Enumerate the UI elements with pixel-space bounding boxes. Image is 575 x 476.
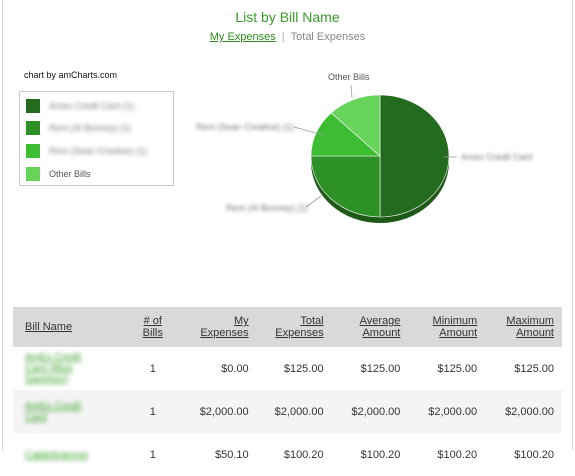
leader-line — [350, 84, 353, 99]
content-frame — [2, 0, 573, 450]
slice-label-other-bills: Other Bills — [328, 72, 370, 82]
tab-my-expenses[interactable]: My Expenses — [209, 31, 276, 43]
slice-label: Rent (Al Bonney) (1) — [226, 203, 308, 213]
view-tabs: My Expenses | Total Expenses — [0, 31, 575, 43]
cell-count: 1 — [125, 390, 180, 433]
cell-maximum: $2,000.00 — [485, 390, 562, 433]
cell-total-expenses: $2,000.00 — [256, 390, 332, 433]
cell-count: 1 — [149, 362, 156, 375]
pie-slice[interactable] — [310, 155, 381, 218]
cell-minimum: $125.00 — [437, 362, 478, 375]
legend-item[interactable]: Rent (Sean Creative) (1) — [26, 144, 147, 158]
legend-item[interactable]: Other Bills — [26, 167, 91, 181]
bills-table-wrapper: Bill Name # of Bills My Expenses Total E… — [13, 307, 562, 476]
legend-item[interactable]: Amex Credit Card (1) — [26, 99, 134, 113]
cell-my-expenses: $2,000.00 — [179, 390, 257, 433]
legend-swatch — [26, 121, 40, 135]
col-average-amount[interactable]: Average Amount — [331, 307, 409, 347]
pie-slice[interactable] — [379, 94, 450, 218]
bill-name-link[interactable]: AmEx Credit Card — [25, 400, 82, 423]
slice-label: Amex Credit Card — [461, 152, 533, 162]
cell-total-expenses: $125.00 — [283, 362, 324, 375]
tab-total-expenses[interactable]: Total Expenses — [290, 31, 366, 43]
col-maximum-amount[interactable]: Maximum Amount — [485, 307, 562, 347]
bills-table: Bill Name # of Bills My Expenses Total E… — [13, 307, 562, 476]
col-my-expenses[interactable]: My Expenses — [179, 307, 257, 347]
leader-line — [293, 126, 324, 136]
legend-label: Rent (Sean Creative) (1) — [49, 146, 148, 156]
cell-my-expenses: $0.00 — [221, 362, 249, 375]
tab-separator: | — [281, 31, 285, 43]
chart-legend: Amex Credit Card (1) Rent (Al Bonney) (1… — [19, 91, 174, 186]
cell-maximum: $100.20 — [514, 448, 554, 461]
cell-maximum: $125.00 — [514, 362, 554, 375]
legend-label: Amex Credit Card (1) — [49, 101, 135, 111]
bill-name-link[interactable]: Cable/Internet — [25, 449, 88, 461]
bill-name-link[interactable]: AmEx Credit Card (Blue Sapphire) — [25, 352, 82, 385]
page-title: List by Bill Name — [235, 9, 340, 25]
legend-label: Rent (Al Bonney) (1) — [49, 123, 132, 133]
cell-count: 1 — [149, 448, 156, 461]
cell-my-expenses: $50.10 — [214, 448, 249, 461]
legend-label: Other Bills — [49, 169, 91, 179]
col-num-bills[interactable]: # of Bills — [125, 307, 180, 347]
cell-average: $2,000.00 — [331, 390, 409, 433]
col-minimum-amount[interactable]: Minimum Amount — [408, 307, 486, 347]
leader-line — [305, 195, 322, 208]
pie-chart: Other Bills Rent (Sean Creative) (1) Ren… — [196, 72, 533, 223]
cell-minimum: $2,000.00 — [408, 390, 486, 433]
cell-average: $125.00 — [360, 362, 401, 375]
table-header-row: Bill Name # of Bills My Expenses Total E… — [13, 307, 562, 347]
chart-credit-link[interactable]: chart by amCharts.com — [24, 70, 118, 80]
table-row: AmEx Credit Card (Blue Sapphire) 1 $0.00… — [13, 347, 562, 390]
legend-swatch — [26, 144, 40, 158]
legend-swatch — [26, 99, 40, 113]
cell-minimum: $100.20 — [437, 448, 478, 461]
col-bill-name[interactable]: Bill Name — [13, 307, 126, 347]
col-total-expenses[interactable]: Total Expenses — [256, 307, 332, 347]
legend-item[interactable]: Rent (Al Bonney) (1) — [26, 121, 131, 135]
table-row: Cable/Internet 1 $50.10 $100.20 $100.20 … — [13, 433, 562, 476]
slice-label: Rent (Sean Creative) (1) — [196, 122, 294, 132]
cell-average: $100.20 — [360, 448, 401, 461]
table-row: AmEx Credit Card 1 $2,000.00 $2,000.00 $… — [13, 390, 562, 433]
pie-slice[interactable] — [330, 94, 381, 157]
legend-swatch — [26, 167, 40, 181]
cell-total-expenses: $100.20 — [283, 448, 324, 461]
